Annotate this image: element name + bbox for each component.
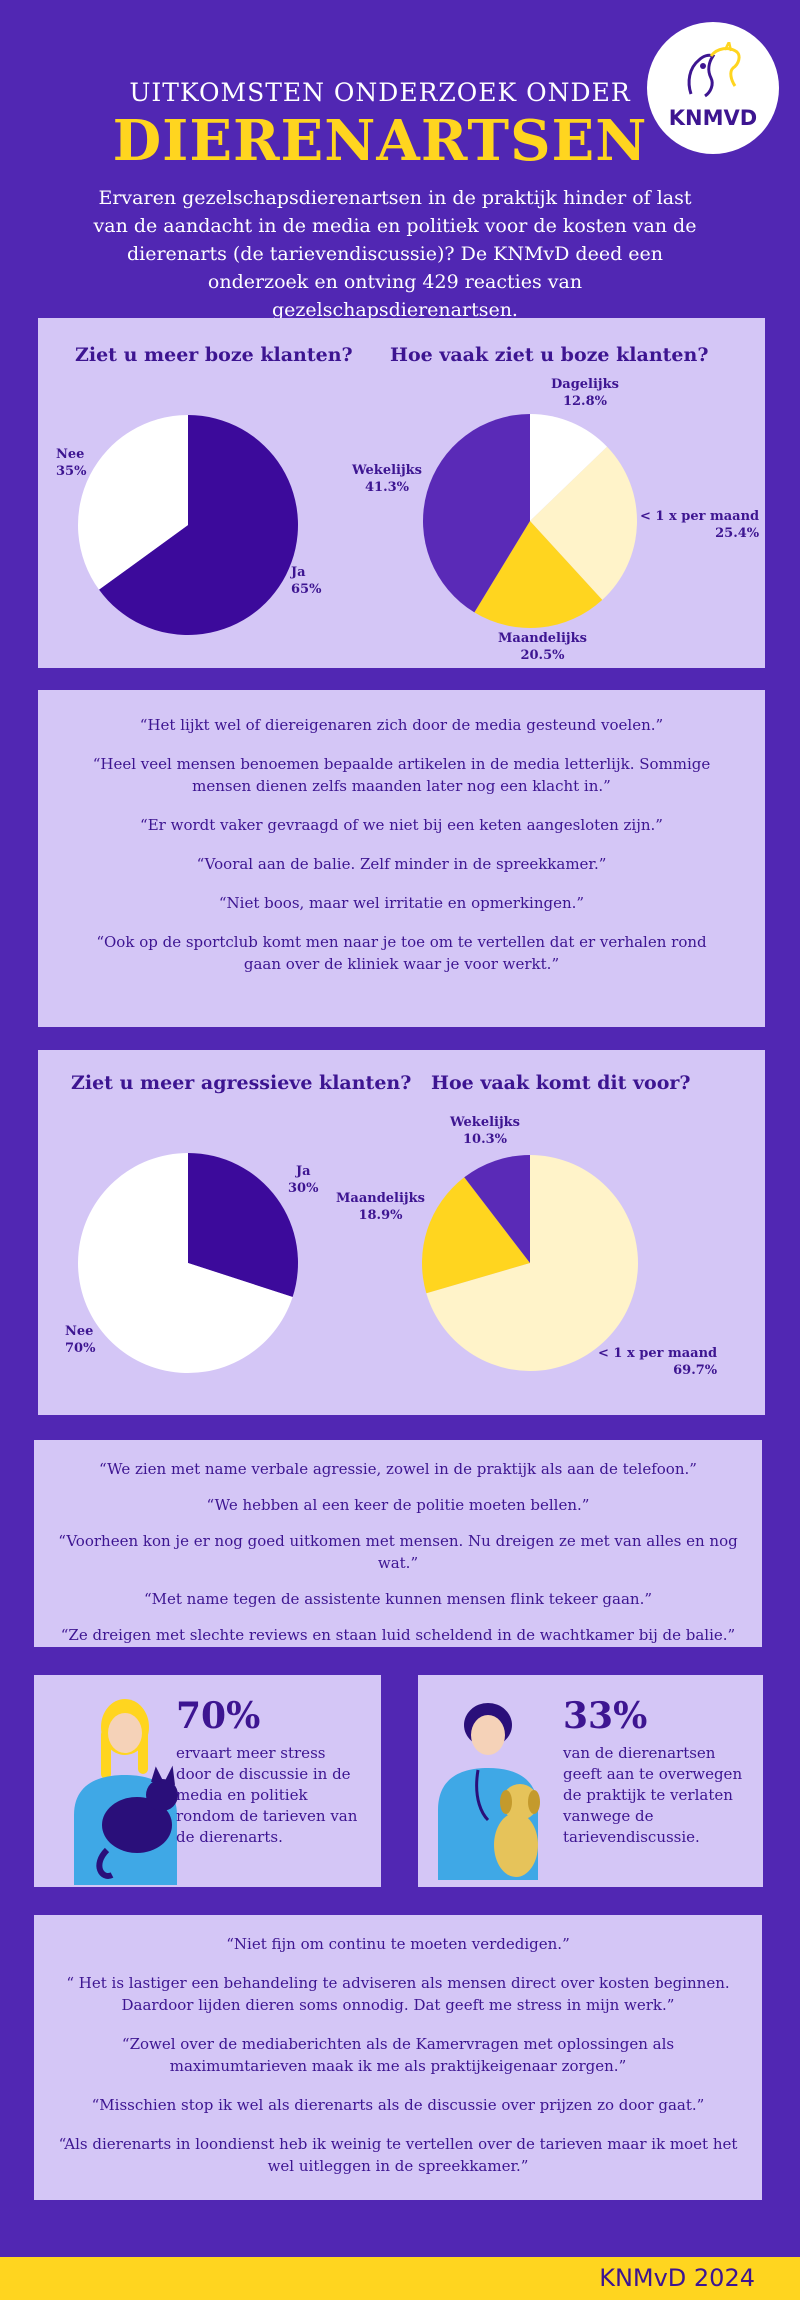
stat-percent-stress: 70% [176, 1695, 261, 1737]
quotes-panel-3: “Niet fijn om continu te moeten verdedig… [34, 1915, 762, 2200]
pie-slice-ja [99, 415, 298, 635]
quote: “Met name tegen de assistente kunnen men… [143, 1590, 653, 1608]
chart2-title: Hoe vaak ziet u boze klanten? [390, 344, 709, 366]
footer-text: KNMvD 2024 [599, 2264, 755, 2292]
stat-card-stress: 70% ervaart meer stress door de discussi… [34, 1675, 381, 1887]
quotes-list-3: “Niet fijn om continu te moeten verdedig… [34, 1933, 762, 2194]
chart4-label-lessmonthly: < 1 x per maand 69.7% [598, 1345, 717, 1379]
pie-slice-nee [78, 415, 188, 590]
quotes-panel-2: “We zien met name verbale agressie, zowe… [34, 1440, 762, 1647]
panel-angry-clients: Ziet u meer boze klanten? Nee 35% Ja 65%… [38, 318, 765, 668]
title-line-2: DIERENARTSEN [112, 108, 648, 174]
chart2-label-lessmonthly: < 1 x per maand 25.4% [640, 508, 759, 542]
quote: “Als dierenarts in loondienst heb ik wei… [58, 2135, 738, 2175]
chart1-label-nee-value: 35% [56, 464, 87, 479]
stat-text-leave: van de dierenartsen geeft aan te overweg… [563, 1744, 743, 1846]
pie-slice-1-x-per-maand [426, 1155, 638, 1371]
chart1-label-ja-value: 65% [291, 582, 322, 597]
intro-text: Ervaren gezelschapsdierenartsen in de pr… [93, 187, 697, 321]
chart2-label-dagelijks-name: Dagelijks [551, 377, 619, 392]
chart3-label-nee-value: 70% [65, 1341, 96, 1356]
chart3-label-ja: Ja 30% [288, 1163, 318, 1197]
chart4-label-wekelijks-value: 10.3% [462, 1132, 507, 1147]
pie-chart-angry [78, 415, 298, 635]
quotes-list-1: “Het lijkt wel of dierеigenaren zich doo… [38, 714, 765, 992]
chart1-title: Ziet u meer boze klanten? [75, 344, 353, 366]
quote: “Ze dreigen met slechte reviews en staan… [60, 1626, 736, 1644]
quote: “Niet fijn om continu te moeten verdedig… [226, 1935, 570, 1953]
pie-slice-maandelijks [474, 521, 603, 628]
stat-percent-leave: 33% [563, 1695, 648, 1737]
chart2-label-dagelijks-value: 12.8% [562, 394, 607, 409]
quote: “We hebben al een keer de politie moeten… [206, 1496, 590, 1514]
chart4-label-maandelijks-value: 18.9% [358, 1208, 403, 1223]
horse-dog-logo-icon [687, 42, 741, 98]
chart4-label-maandelijks-name: Maandelijks [336, 1191, 425, 1206]
header: UITKOMSTEN ONDERZOEK ONDER DIERENARTSEN … [0, 0, 800, 321]
pie-chart-aggressive [77, 1153, 298, 1373]
chart2-label-maandelijks-value: 20.5% [520, 648, 565, 663]
pie-slice-1-x-per-maand [530, 446, 637, 600]
pie-slice-ja [188, 1153, 298, 1297]
stat-card-leave: 33% van de dierenartsen geeft aan te ove… [418, 1675, 763, 1887]
quote: “Voorheen kon je er nog goed uitkomen me… [58, 1532, 738, 1572]
quote: “Het lijkt wel of dierеigenaren zich doo… [139, 716, 664, 734]
pie-slice-nee [77, 1153, 293, 1373]
quote: “Heel veel mensen benoemen bepaalde arti… [92, 755, 711, 795]
chart2-label-maandelijks: Maandelijks 20.5% [498, 630, 587, 664]
chart4-label-lessmonthly-name: < 1 x per maand [598, 1346, 718, 1361]
chart2-label-maandelijks-name: Maandelijks [498, 631, 587, 646]
chart4-label-maandelijks: Maandelijks 18.9% [336, 1190, 425, 1224]
quote: “Zowel over de mediaberichten als de Kam… [121, 2035, 675, 2075]
quote: “Er wordt vaker gevraagd of we niet bij … [140, 816, 663, 834]
quote: “Misschien stop ik wel als dierenarts al… [91, 2096, 705, 2114]
logo-text: KNMVD [668, 106, 758, 130]
quote: “Ook op de sportclub komt men naar je to… [96, 933, 707, 973]
chart2-label-dagelijks: Dagelijks 12.8% [551, 376, 619, 410]
chart2-label-lessmonthly-value: 25.4% [715, 526, 760, 541]
pie-slice-dagelijks [530, 414, 608, 521]
chart2-label-wekelijks-name: Wekelijks [352, 463, 422, 478]
quote: “We zien met name verbale agressie, zowe… [99, 1460, 697, 1478]
chart3-title: Ziet u meer agressieve klanten? [71, 1072, 412, 1094]
pie-slice-wekelijks [423, 414, 530, 613]
pie-slice-maandelijks [422, 1177, 530, 1294]
quotes-panel-1: “Het lijkt wel of dierеigenaren zich doo… [38, 690, 765, 1027]
title-line-1: UITKOMSTEN ONDERZOEK ONDER [129, 78, 631, 107]
chart4-label-wekelijks-name: Wekelijks [450, 1115, 520, 1130]
chart3-label-nee-name: Nee [65, 1324, 94, 1339]
vet-with-cat-illustration [74, 1699, 178, 1885]
chart1-label-nee-name: Nee [56, 447, 85, 462]
chart1-label-ja-name: Ja [291, 565, 306, 580]
chart1-label-ja: Ja 65% [291, 564, 321, 598]
quotes-list-2: “We zien met name verbale agressie, zowe… [34, 1458, 762, 1660]
knmvd-logo: KNMVD [647, 22, 779, 154]
chart3-label-ja-value: 30% [288, 1181, 319, 1196]
chart2-label-wekelijks-value: 41.3% [364, 480, 409, 495]
quote: “ Het is lastiger een behandeling te adv… [66, 1974, 730, 2014]
footer-bar: KNMvD 2024 [0, 2257, 800, 2300]
chart2-label-lessmonthly-name: < 1 x per maand [640, 509, 760, 524]
chart2-label-wekelijks: Wekelijks 41.3% [352, 462, 422, 496]
pie-slice-wekelijks [464, 1155, 530, 1263]
quote: “Niet boos, maar wel irritatie en opmerk… [218, 894, 585, 912]
chart4-label-wekelijks: Wekelijks 10.3% [450, 1114, 520, 1148]
quote: “Vooral aan de balie. Zelf minder in de … [196, 855, 607, 873]
chart4-title: Hoe vaak komt dit voor? [431, 1072, 691, 1094]
chart1-label-nee: Nee 35% [56, 446, 86, 480]
chart3-label-ja-name: Ja [295, 1164, 311, 1179]
pie-chart-angry-frequency [423, 414, 637, 628]
pie-chart-aggressive-frequency [422, 1155, 638, 1371]
vet-with-dog-illustration [438, 1703, 540, 1880]
panel-aggressive-clients: Ziet u meer agressieve klanten? Ja 30% N… [38, 1050, 765, 1415]
chart3-label-nee: Nee 70% [65, 1323, 95, 1357]
stat-text-stress: ervaart meer stress door de discussie in… [176, 1744, 358, 1846]
chart4-label-lessmonthly-value: 69.7% [673, 1363, 718, 1378]
